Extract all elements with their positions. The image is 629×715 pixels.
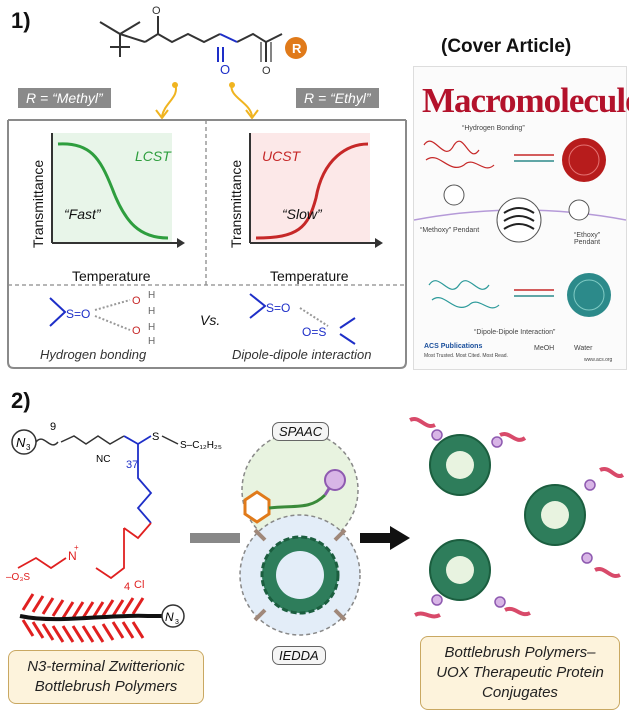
dipole-caption: Dipole-dipole interaction <box>232 347 372 362</box>
svg-text:O: O <box>220 62 230 77</box>
cover-dipole: “Dipole-Dipole Interaction” <box>474 329 556 336</box>
svg-text:S: S <box>152 431 159 443</box>
svg-text:O: O <box>132 295 141 307</box>
ucst-tag: UCST <box>262 148 301 164</box>
bottlebrush-polymer-structure: N 3 9 NC 37 S S–C₁₂H₂₅ 4 Cl –O₃S N + <box>6 421 222 593</box>
cover-heading: (Cover Article) <box>441 36 572 57</box>
svg-text:Cl: Cl <box>134 579 144 591</box>
svg-text:R: R <box>292 41 302 56</box>
zwitterionic-caption-line1: N3-terminal Zwitterionic <box>27 658 185 675</box>
conjugate-caption-line1: Bottlebrush Polymers– <box>444 644 596 661</box>
cover-legend-meoh: MeOH <box>534 345 555 352</box>
bottlebrush-cartoon: N 3 <box>19 593 185 643</box>
protein-conjugates <box>409 416 625 619</box>
zwitterionic-caption: N3-terminal Zwitterionic Bottlebrush Pol… <box>8 650 204 704</box>
svg-text:N: N <box>165 610 174 624</box>
ucst-curve <box>255 142 369 240</box>
zwitterionic-caption-line2: Bottlebrush Polymers <box>34 678 178 695</box>
svg-text:+: + <box>74 543 79 552</box>
ucst-plot <box>249 133 383 248</box>
journal-title: Macromolecules <box>422 81 629 120</box>
lcst-tag: LCST <box>135 148 171 164</box>
conjugate-caption: Bottlebrush Polymers– UOX Therapeutic Pr… <box>420 636 620 710</box>
hydrogen-bonding-drawing: S=O O O H H H H <box>49 290 155 345</box>
cover-hydrogen-bonding: “Hydrogen Bonding” <box>462 125 525 132</box>
branch-arrows <box>155 82 259 120</box>
cover-methoxy: “Methoxy” Pendant <box>420 227 480 234</box>
ucst-xlabel: Temperature <box>270 268 349 284</box>
svg-text:O: O <box>132 325 141 337</box>
cover-url: www.acs.org <box>584 357 613 363</box>
journal-cover: Macromolecules “Hydrogen Bonding” “Metho… <box>413 66 629 370</box>
lcst-xlabel: Temperature <box>72 268 151 284</box>
dipole-drawing: S=O O=S <box>249 293 356 345</box>
ucst-speed: “Slow” <box>282 206 322 222</box>
spaac-label: SPAAC <box>272 422 330 441</box>
section-2-number: 2) <box>11 388 31 413</box>
svg-text:S=O: S=O <box>66 307 90 321</box>
svg-text:3: 3 <box>26 443 31 452</box>
svg-text:S–C₁₂H₂₅: S–C₁₂H₂₅ <box>180 440 222 451</box>
cover-publisher: ACS Publications <box>424 343 483 350</box>
iedda-label: IEDDA <box>272 646 326 665</box>
svg-text:H: H <box>148 306 155 317</box>
versus-label: Vs. <box>200 312 221 328</box>
carbonyl-oxygen: O <box>152 5 161 17</box>
ucst-ylabel: Transmittance <box>228 159 244 248</box>
svg-text:O=S: O=S <box>302 325 326 339</box>
conjugate-caption-line3: Conjugates <box>482 684 558 701</box>
svg-text:9: 9 <box>50 421 56 433</box>
sulfoxide-monomer-structure: O O O R <box>99 5 307 77</box>
cover-publisher-sub: Most Trusted. Most Cited. Most Read. <box>424 353 508 359</box>
hydrogen-bonding-caption: Hydrogen bonding <box>40 347 147 362</box>
svg-text:3: 3 <box>175 619 179 626</box>
section-1-frame <box>7 119 407 369</box>
lcst-curve <box>57 142 169 240</box>
lcst-plot <box>51 133 185 248</box>
conjugation-schematic <box>190 431 410 636</box>
svg-text:N: N <box>68 549 77 563</box>
conjugate-caption-line2: UOX Therapeutic Protein <box>436 664 604 681</box>
svg-text:H: H <box>148 336 155 345</box>
svg-text:NC: NC <box>96 454 110 465</box>
svg-text:S=O: S=O <box>266 301 290 315</box>
r-methyl-label: R = “Methyl” <box>18 88 111 108</box>
svg-text:4: 4 <box>124 581 130 593</box>
svg-text:H: H <box>148 322 155 333</box>
svg-text:O: O <box>262 65 271 77</box>
svg-text:H: H <box>148 290 155 301</box>
svg-text:37: 37 <box>126 459 138 471</box>
lcst-ylabel: Transmittance <box>30 159 46 248</box>
cover-legend-water: Water <box>574 345 593 352</box>
cover-artwork <box>414 138 626 317</box>
lcst-speed: “Fast” <box>64 206 101 222</box>
section-1-number: 1) <box>11 8 31 33</box>
svg-text:–O₃S: –O₃S <box>6 572 30 583</box>
cover-ethoxy: “Ethoxy” Pendant <box>574 232 601 246</box>
r-ethyl-label: R = “Ethyl” <box>296 88 379 108</box>
r-group-circle <box>285 37 307 59</box>
svg-text:N: N <box>16 435 26 450</box>
